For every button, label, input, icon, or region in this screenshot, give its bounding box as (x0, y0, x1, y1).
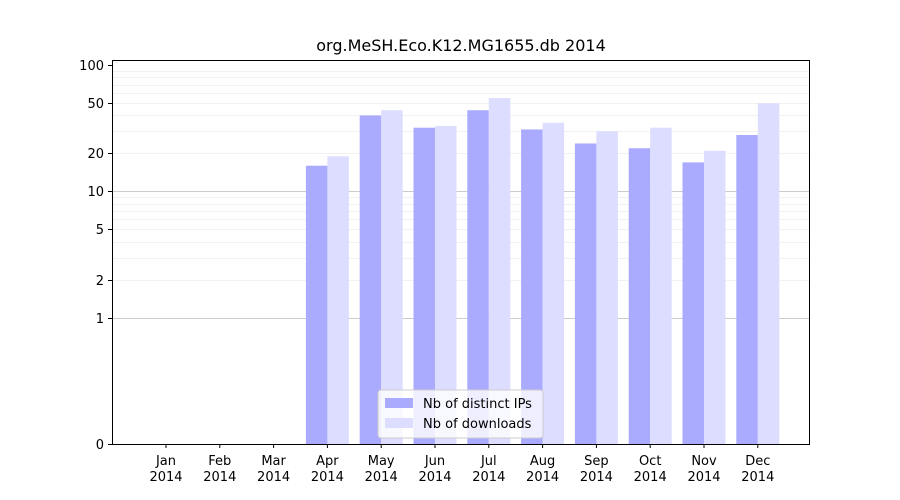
bar-distinct-ips (467, 110, 489, 444)
chart-title: org.MeSH.Eco.K12.MG1655.db 2014 (316, 36, 606, 55)
bar-distinct-ips (305, 165, 328, 444)
bar-distinct-ips (359, 115, 382, 445)
bar-downloads (650, 127, 672, 445)
legend-label: Nb of downloads (423, 417, 532, 432)
bar-distinct-ips (574, 143, 597, 444)
x-tick-label-month: Dec (745, 454, 770, 469)
x-tick-label-year: 2014 (526, 470, 559, 485)
x-tick-label-month: Jul (480, 454, 497, 469)
bar-downloads (381, 110, 403, 444)
bar-distinct-ips (521, 129, 543, 444)
x-tick-label-month: Apr (316, 454, 339, 469)
x-tick-label-month: Aug (530, 454, 555, 469)
x-tick-label-year: 2014 (580, 470, 613, 485)
y-tick-label: 50 (87, 97, 104, 112)
x-tick-label-year: 2014 (203, 470, 236, 485)
x-tick-label-month: Oct (639, 454, 661, 469)
x-axis: Jan2014Feb2014Mar2014Apr2014May2014Jun20… (149, 444, 774, 485)
bar-distinct-ips (628, 148, 651, 444)
x-tick-label-year: 2014 (257, 470, 290, 485)
x-tick-label-month: Mar (261, 454, 286, 469)
bar-downloads (596, 131, 618, 444)
bar-downloads (542, 122, 565, 444)
legend-swatch (385, 418, 413, 428)
y-tick-label: 0 (96, 438, 104, 453)
bar-downloads (327, 156, 349, 444)
bar-distinct-ips (413, 127, 435, 445)
x-tick-label-year: 2014 (149, 470, 182, 485)
bars (305, 98, 780, 445)
y-tick-label: 2 (96, 274, 104, 289)
bar-downloads (488, 98, 511, 444)
grid-lines (112, 71, 809, 319)
y-axis: 0 1 2 5 10 20 50 100 (79, 59, 112, 453)
x-tick-label-year: 2014 (741, 470, 774, 485)
y-tick-label: 5 (96, 223, 104, 238)
y-tick-label: 100 (79, 59, 104, 74)
y-tick-label: 10 (87, 185, 104, 200)
x-tick-label-month: Jun (424, 454, 445, 469)
x-tick-label-month: Feb (208, 454, 231, 469)
legend-swatch (385, 398, 413, 408)
x-tick-label-year: 2014 (418, 470, 451, 485)
y-tick-label: 20 (87, 147, 104, 162)
bar-downloads (757, 103, 780, 444)
x-tick-label-month: Jan (155, 454, 176, 469)
x-tick-label-year: 2014 (311, 470, 344, 485)
y-tick-label: 1 (96, 312, 104, 327)
x-tick-label-year: 2014 (472, 470, 505, 485)
x-tick-label-month: Sep (584, 454, 609, 469)
legend-box (377, 389, 544, 439)
bar-downloads (704, 150, 726, 444)
x-tick-label-year: 2014 (365, 470, 398, 485)
bar-distinct-ips (682, 162, 704, 444)
legend-label: Nb of distinct IPs (423, 397, 532, 412)
x-tick-label-year: 2014 (687, 470, 720, 485)
x-tick-label-month: May (368, 454, 395, 469)
x-tick-label-month: Nov (691, 454, 717, 469)
legend: Nb of distinct IPs Nb of downloads (377, 389, 544, 439)
x-tick-label-year: 2014 (634, 470, 667, 485)
bar-downloads (435, 126, 457, 444)
bar-distinct-ips (736, 135, 758, 444)
plot-frame (112, 60, 810, 445)
